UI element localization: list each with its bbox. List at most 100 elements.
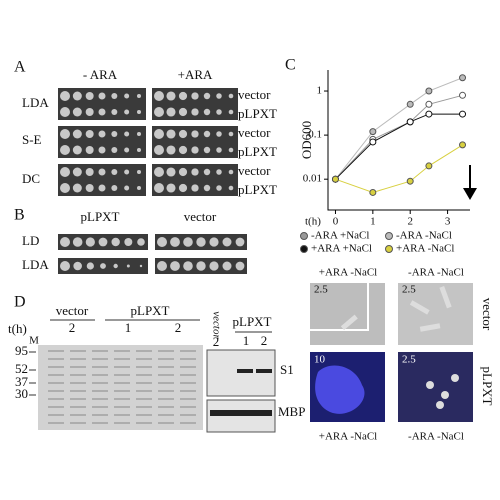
colony-spot — [98, 146, 106, 154]
y-tick-label: 0.1 — [308, 129, 322, 141]
gel-band — [92, 398, 108, 400]
gel-band — [136, 414, 152, 416]
colony-spot — [60, 145, 70, 155]
row-label: S-E — [22, 132, 42, 147]
gel-band — [180, 374, 196, 376]
blot-group: pLPXT — [233, 314, 272, 329]
series-line — [335, 94, 463, 180]
colony-spot — [178, 183, 188, 193]
colony-spot — [111, 131, 118, 137]
gel-band — [48, 406, 64, 408]
plasmid-label: vector — [238, 125, 271, 140]
colony-spot — [154, 129, 164, 139]
gel-band — [92, 390, 108, 392]
cells — [340, 285, 459, 409]
colony-spot — [72, 183, 82, 193]
gel-band — [158, 366, 174, 368]
gel-band — [180, 406, 196, 408]
gel-band — [158, 414, 174, 416]
series-line — [335, 144, 463, 193]
gel-band — [48, 350, 64, 352]
colony-spot — [228, 169, 234, 175]
gel-band — [158, 382, 174, 384]
colony-spot — [72, 129, 82, 139]
panel-label: D — [14, 294, 26, 311]
colony-spot — [137, 170, 141, 174]
colony-spot — [72, 91, 82, 101]
image-bottom-label: -ARA -NaCl — [408, 431, 464, 443]
gel-band — [48, 374, 64, 376]
band — [256, 369, 272, 373]
x-axis-label: t(h) — [305, 216, 321, 228]
gel-band — [136, 366, 152, 368]
legend-marker — [300, 245, 308, 253]
colony-spot — [111, 147, 118, 153]
scale-bar-label: 2.5 — [402, 284, 416, 296]
colony-spot — [196, 261, 206, 271]
colony-spot — [154, 167, 164, 177]
colony-spot — [60, 91, 70, 101]
colony-spot — [113, 263, 118, 269]
gel-band — [114, 406, 130, 408]
gel-band — [92, 374, 108, 376]
colony-spot — [85, 184, 94, 192]
size-marker: 30 — [15, 386, 28, 401]
colony-spot — [111, 185, 118, 191]
colony-spot — [228, 131, 234, 137]
axis — [327, 70, 470, 211]
colony-spot — [85, 92, 94, 100]
colony-spot — [166, 145, 176, 155]
data-point — [369, 138, 377, 146]
row-label: DC — [22, 171, 40, 186]
colony-spot — [111, 237, 120, 247]
colony-spot — [72, 237, 83, 247]
gel-band — [114, 358, 130, 360]
row-label: LD — [22, 233, 39, 248]
data-point — [369, 128, 377, 136]
image-row-label: pLPXT — [480, 367, 495, 406]
colony-spot — [191, 108, 199, 116]
column-label: +ARA — [178, 67, 213, 82]
colony-spot — [222, 261, 232, 271]
gel-band — [136, 390, 152, 392]
colony-spot — [137, 186, 141, 190]
gel-band — [158, 406, 174, 408]
colony-spot — [178, 167, 188, 177]
colony-spot — [72, 107, 82, 117]
legend-label: +ARA +NaCl — [311, 243, 372, 255]
gel — [38, 345, 203, 430]
plasmid-label: pLPXT — [238, 144, 277, 159]
colony-spot — [60, 129, 70, 139]
gel-band — [48, 390, 64, 392]
gel-band — [48, 366, 64, 368]
colony-spot — [137, 132, 141, 136]
colony-spot — [137, 238, 145, 246]
gel-band — [114, 422, 130, 424]
gel-band — [92, 414, 108, 416]
gel-band — [92, 422, 108, 424]
colony-spot — [203, 184, 211, 192]
colony-spot — [126, 264, 130, 268]
gel-band — [114, 398, 130, 400]
data-point — [425, 110, 433, 118]
row-label: LDA — [22, 95, 49, 110]
blot-time: 1 — [243, 333, 250, 348]
colony-spot — [166, 107, 176, 117]
colony-spot — [154, 107, 164, 117]
gel-band — [70, 350, 86, 352]
colony-spot — [166, 129, 176, 139]
colony-spot — [98, 237, 108, 247]
colony-spot — [178, 107, 188, 117]
gel-band — [92, 366, 108, 368]
gel-band — [180, 398, 196, 400]
blot-label: MBP — [278, 404, 305, 419]
image-column-label: -ARA -NaCl — [408, 267, 464, 279]
colony-spot — [166, 167, 176, 177]
colony-spot — [137, 94, 141, 98]
y-tick-label: 1 — [317, 85, 323, 97]
colony-spot — [72, 167, 82, 177]
micrograph — [398, 352, 473, 422]
plasmid-label: pLPXT — [238, 106, 277, 121]
colony-spot — [216, 131, 222, 137]
